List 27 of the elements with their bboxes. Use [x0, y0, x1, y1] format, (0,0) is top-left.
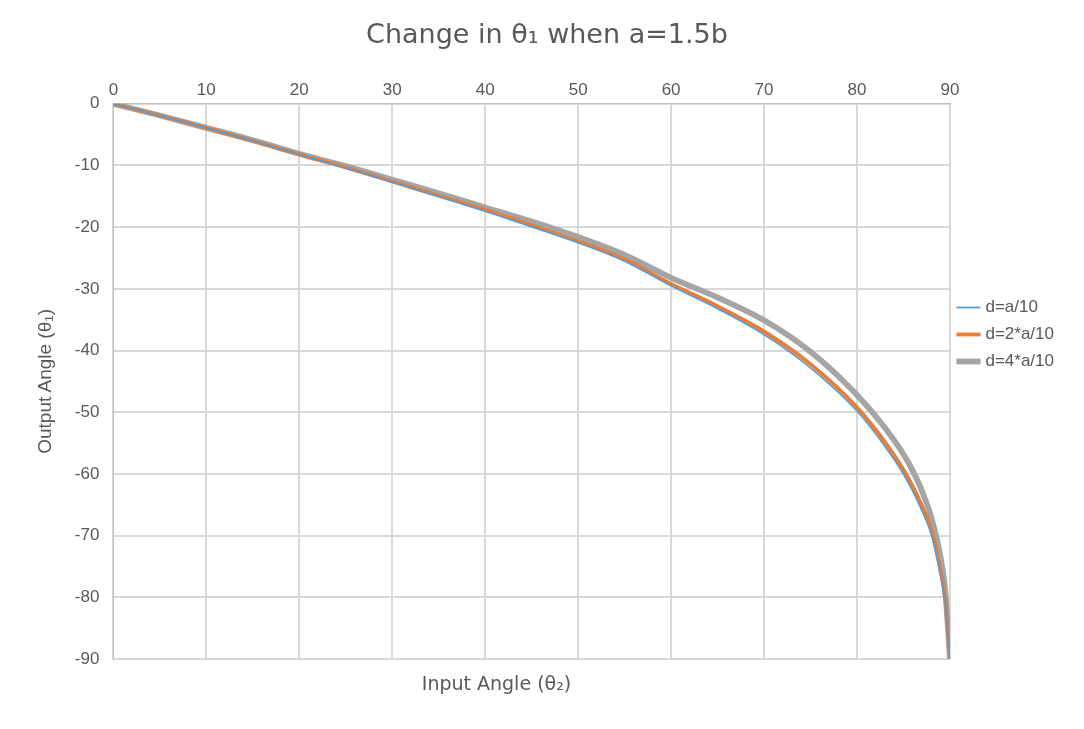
x-tick-label: 60 — [661, 80, 681, 100]
y-tick-label: -20 — [74, 216, 100, 236]
y-axis-title: Output Angle (θ₁) — [33, 309, 55, 454]
y-tick-label: -80 — [74, 587, 100, 606]
x-axis-title: Input Angle (θ₂) — [420, 672, 573, 694]
x-tick-label: 20 — [289, 80, 309, 100]
legend-label: d=4*a/10 — [985, 351, 1055, 371]
x-tick-label: 40 — [475, 80, 495, 100]
x-tick-label: 10 — [196, 80, 216, 100]
y-tick-label: -30 — [74, 278, 100, 298]
y-tick-label: -90 — [74, 648, 100, 668]
x-tick-label: 90 — [940, 80, 960, 100]
y-tick-label: -60 — [74, 463, 100, 483]
y-tick-label: 0 — [89, 93, 100, 113]
y-tick-label: -50 — [74, 401, 100, 421]
x-tick-label: 0 — [108, 80, 119, 100]
y-tick-label: -10 — [74, 155, 100, 175]
legend-label: d=2*a/10 — [985, 324, 1055, 344]
y-tick-label: -70 — [74, 525, 100, 545]
x-tick-label: 50 — [568, 80, 588, 100]
chart-title: Change in θ₁ when a=1.5b — [366, 18, 728, 50]
x-tick-label: 80 — [847, 80, 867, 100]
y-tick-label: -40 — [74, 340, 100, 360]
legend-label: d=a/10 — [985, 297, 1038, 317]
line-series — [113, 103, 950, 659]
x-tick-label: 70 — [754, 80, 774, 100]
x-tick-label: 30 — [382, 80, 402, 100]
